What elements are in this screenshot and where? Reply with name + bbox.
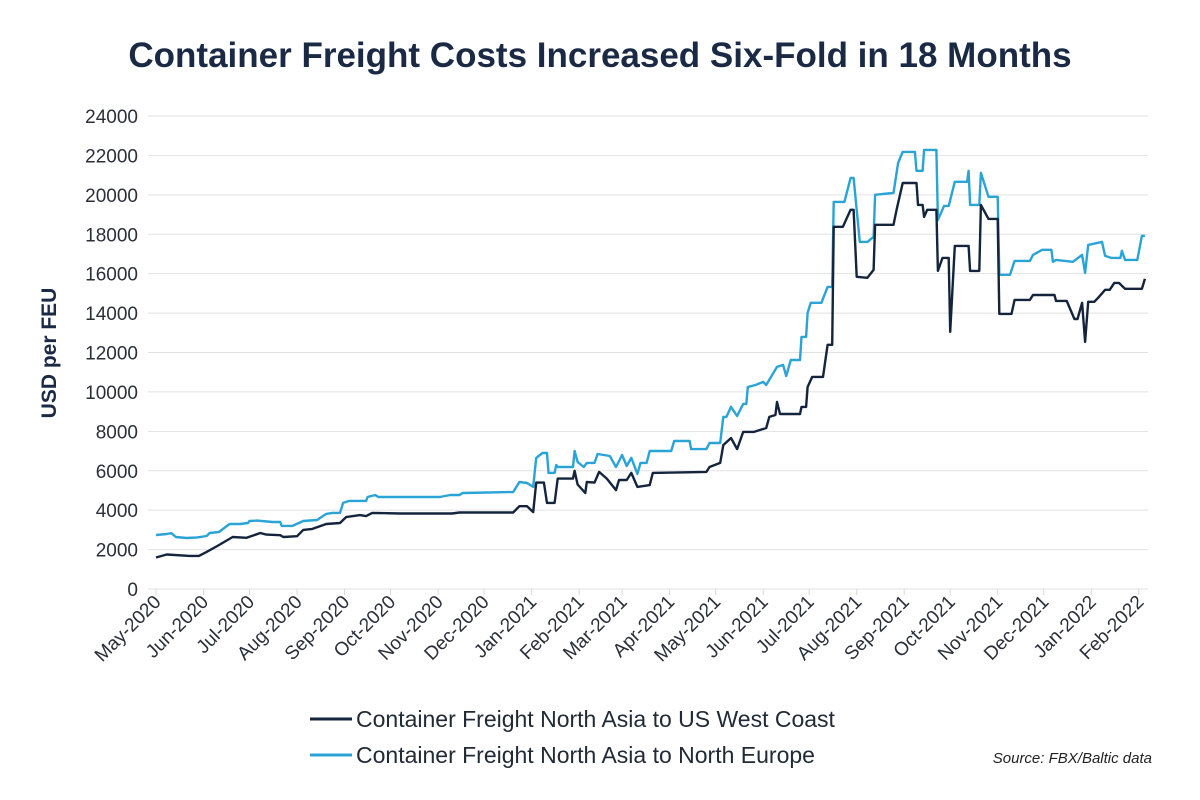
y-tick-label: 20000 <box>85 186 138 207</box>
y-tick-label: 14000 <box>85 304 138 325</box>
y-tick-label: 10000 <box>85 383 138 404</box>
y-tick-label: 4000 <box>96 501 138 522</box>
legend: Container Freight North Asia to US West … <box>310 706 836 768</box>
series-line-us-west-coast <box>155 181 1147 559</box>
y-tick-label: 22000 <box>85 146 138 167</box>
y-axis-ticks: 0 2000 4000 6000 8000 10000 12000 14000 16000 180… <box>85 107 138 601</box>
y-tick-label: 2000 <box>96 541 138 562</box>
y-tick-label: 12000 <box>85 344 138 365</box>
gridlines <box>148 115 1148 590</box>
y-tick-label: 24000 <box>85 107 138 128</box>
legend-item-us-west-coast: Container Freight North Asia to US West … <box>310 706 836 732</box>
legend-label: Container Freight North Asia to US West … <box>356 706 836 732</box>
y-axis-label: USD per FEU <box>38 288 61 419</box>
chart-title: Container Freight Costs Increased Six-Fo… <box>128 36 1071 75</box>
y-tick-label: 6000 <box>96 462 138 483</box>
y-tick-label: 0 <box>127 580 138 601</box>
legend-item-north-europe: Container Freight North Asia to North Eu… <box>310 742 815 768</box>
y-tick-label: 18000 <box>85 225 138 246</box>
x-axis-ticks: May-2020Jun-2020Jul-2020Aug-2020Sep-2020… <box>91 589 1148 666</box>
source-note: Source: FBX/Baltic data <box>993 750 1152 767</box>
y-tick-label: 16000 <box>85 265 138 286</box>
legend-label: Container Freight North Asia to North Eu… <box>356 742 815 768</box>
series-line-north-europe <box>155 148 1145 540</box>
series-lines <box>155 148 1147 559</box>
y-tick-label: 8000 <box>96 422 138 443</box>
